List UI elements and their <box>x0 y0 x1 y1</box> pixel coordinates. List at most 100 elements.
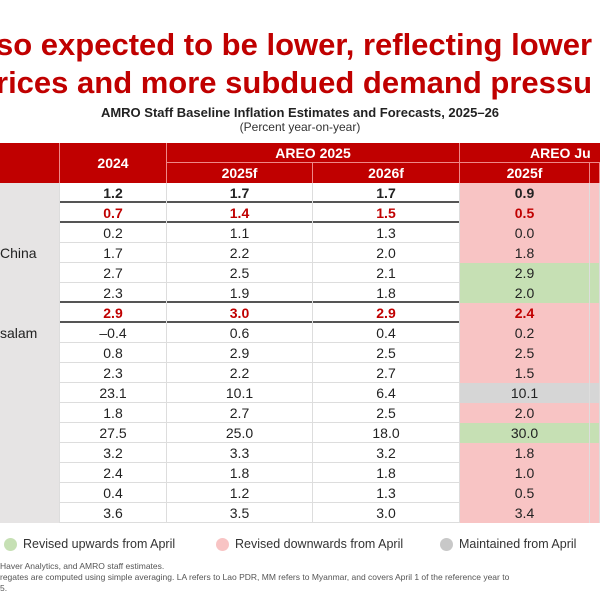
title-line-1: so expected to be lower, reflecting lowe… <box>0 27 593 62</box>
cell-value-cut <box>590 223 600 243</box>
cell-value: 2.7 <box>167 403 313 423</box>
cell-value: 1.7 <box>167 183 313 203</box>
cell-value-cut <box>590 383 600 403</box>
cell-value: 2.9 <box>60 303 167 323</box>
cell-value: 2.5 <box>313 343 460 363</box>
legend-dot-icon <box>4 537 17 551</box>
table-row: 2.3 1.9 1.8 2.0 <box>0 283 600 303</box>
cell-value: 0.4 <box>313 323 460 343</box>
row-label <box>0 443 60 463</box>
cell-value: 1.8 <box>460 243 590 263</box>
cell-value: 0.5 <box>460 483 590 503</box>
note-source: Haver Analytics, and AMRO staff estimate… <box>0 561 165 571</box>
cell-value: 3.0 <box>313 503 460 523</box>
row-label <box>0 263 60 283</box>
cell-value: 10.1 <box>460 383 590 403</box>
cell-value-cut <box>590 203 600 223</box>
legend-label: Maintained from April <box>459 537 577 551</box>
cell-value: 1.2 <box>60 183 167 203</box>
table-row: 0.7 1.4 1.5 0.5 <box>0 203 600 223</box>
slide-title: so expected to be lower, reflecting lowe… <box>0 26 600 102</box>
table-title: AMRO Staff Baseline Inflation Estimates … <box>100 105 500 120</box>
cell-value: 3.0 <box>167 303 313 323</box>
cell-value: 0.4 <box>60 483 167 503</box>
cell-value: 1.5 <box>460 363 590 383</box>
legend-dot-icon <box>440 537 453 551</box>
header-areo-2025: AREO 2025 <box>167 143 460 163</box>
row-label: salam <box>0 323 60 343</box>
table-row: 2.9 3.0 2.9 2.4 <box>0 303 600 323</box>
legend-label: Revised upwards from April <box>23 537 176 551</box>
legend-item: Revised upwards from April <box>4 537 175 551</box>
table-row: 0.8 2.9 2.5 2.5 <box>0 343 600 363</box>
header-areo2025-2026f: 2026f <box>313 163 460 183</box>
cell-value: 1.8 <box>460 443 590 463</box>
cell-value: 25.0 <box>167 423 313 443</box>
table-row: 0.4 1.2 1.3 0.5 <box>0 483 600 503</box>
cell-value: 2.3 <box>60 363 167 383</box>
note-aggregates: regates are computed using simple averag… <box>0 572 510 582</box>
row-label <box>0 223 60 243</box>
header-areojul-2025f: 2025f <box>460 163 590 183</box>
title-line-2: rices and more subdued demand pressu <box>0 65 593 100</box>
header-2024: 2024 <box>60 143 167 183</box>
cell-value: 2.0 <box>460 403 590 423</box>
row-label <box>0 483 60 503</box>
row-label <box>0 183 60 203</box>
cell-value: 1.3 <box>313 483 460 503</box>
cell-value-cut <box>590 343 600 363</box>
cell-value: 0.9 <box>460 183 590 203</box>
cell-value-cut <box>590 183 600 203</box>
cell-value: 0.7 <box>60 203 167 223</box>
table-row: 3.6 3.5 3.0 3.4 <box>0 503 600 523</box>
cell-value: 1.8 <box>313 283 460 303</box>
cell-value: 0.6 <box>167 323 313 343</box>
cell-value: 0.5 <box>460 203 590 223</box>
table-row: salam –0.4 0.6 0.4 0.2 <box>0 323 600 343</box>
cell-value-cut <box>590 403 600 423</box>
cell-value: 3.4 <box>460 503 590 523</box>
cell-value: –0.4 <box>60 323 167 343</box>
cell-value-cut <box>590 283 600 303</box>
cell-value: 3.5 <box>167 503 313 523</box>
row-label <box>0 403 60 423</box>
cell-value: 0.0 <box>460 223 590 243</box>
cell-value: 2.1 <box>313 263 460 283</box>
table-row: 0.2 1.1 1.3 0.0 <box>0 223 600 243</box>
cell-value: 1.3 <box>313 223 460 243</box>
row-label <box>0 383 60 403</box>
cell-value: 2.2 <box>167 243 313 263</box>
cell-value: 1.9 <box>167 283 313 303</box>
cell-value-cut <box>590 243 600 263</box>
cell-value: 2.9 <box>313 303 460 323</box>
cell-value-cut <box>590 423 600 443</box>
row-label <box>0 423 60 443</box>
cell-value: 1.8 <box>313 463 460 483</box>
cell-value-cut <box>590 303 600 323</box>
cell-value: 0.8 <box>60 343 167 363</box>
cell-value: 2.7 <box>313 363 460 383</box>
legend-item: Revised downwards from April <box>216 537 403 551</box>
table-row: 2.7 2.5 2.1 2.9 <box>0 263 600 283</box>
cell-value: 2.0 <box>313 243 460 263</box>
table-row: 27.5 25.0 18.0 30.0 <box>0 423 600 443</box>
row-label <box>0 363 60 383</box>
cell-value: 27.5 <box>60 423 167 443</box>
table-subtitle: (Percent year-on-year) <box>239 120 361 134</box>
legend-item: Maintained from April <box>440 537 576 551</box>
row-label <box>0 303 60 323</box>
cell-value: 1.2 <box>167 483 313 503</box>
cell-value-cut <box>590 363 600 383</box>
cell-value-cut <box>590 463 600 483</box>
cell-value: 1.0 <box>460 463 590 483</box>
cell-value: 2.2 <box>167 363 313 383</box>
cell-value: 0.2 <box>460 323 590 343</box>
cell-value: 1.5 <box>313 203 460 223</box>
header-label-col <box>0 143 60 183</box>
cell-value: 3.2 <box>313 443 460 463</box>
cell-value: 1.4 <box>167 203 313 223</box>
cell-value-cut <box>590 483 600 503</box>
cell-value: 2.9 <box>167 343 313 363</box>
cell-value: 2.4 <box>460 303 590 323</box>
cell-value: 1.7 <box>60 243 167 263</box>
